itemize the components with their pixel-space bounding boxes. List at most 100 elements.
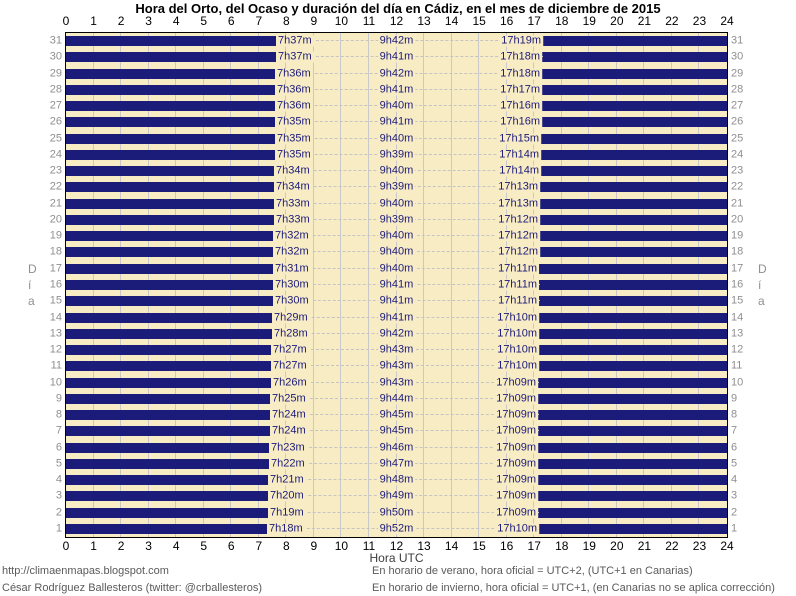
sunset-time-label: 17h11m: [496, 294, 539, 307]
sunrise-time-label: 7h37m: [276, 34, 314, 47]
sunset-time-label: 17h12m: [496, 245, 540, 258]
night-bar-right: [542, 117, 727, 127]
night-bar-right: [539, 264, 727, 274]
day-number-right: 25: [731, 132, 744, 145]
day-duration-label: 9h39m: [377, 148, 416, 161]
hour-gridline: [423, 33, 424, 537]
top-hour-tick-label: 15: [472, 14, 486, 28]
day-number-right: 22: [731, 180, 744, 193]
day-number-right: 31: [731, 34, 744, 47]
top-hour-tick-label: 18: [555, 14, 569, 28]
night-bar-right: [542, 85, 727, 95]
night-bar-left: [66, 443, 269, 453]
night-bar-right: [540, 247, 727, 257]
top-hour-tick-label: 19: [582, 14, 596, 28]
night-bar-left: [66, 231, 273, 241]
sunset-time-label: 17h09m: [494, 441, 538, 454]
night-bar-left: [66, 410, 270, 420]
sunset-time-label: 17h09m: [494, 424, 538, 437]
night-bar-right: [540, 215, 727, 225]
day-number-right: 19: [731, 229, 744, 242]
day-number-right: 16: [731, 278, 744, 291]
day-duration-label: 9h45m: [377, 424, 416, 437]
day-number-left: 31: [49, 34, 62, 47]
y-axis-label-letter: í: [28, 278, 32, 292]
night-bar-right: [542, 101, 727, 111]
day-number-left: 30: [49, 50, 62, 63]
day-number-left: 24: [49, 148, 62, 161]
sunrise-time-label: 7h34m: [274, 180, 312, 193]
night-bar-right: [539, 361, 727, 371]
night-bar-left: [66, 101, 275, 111]
night-bar-right: [538, 475, 727, 485]
top-hour-tick-label: 16: [499, 14, 514, 28]
sunset-time-label: 17h09m: [494, 473, 538, 486]
sunrise-time-label: 7h37m: [276, 50, 314, 63]
day-duration-label: 9h41m: [377, 115, 416, 128]
day-duration-label: 9h44m: [377, 392, 416, 405]
day-duration-label: 9h41m: [377, 50, 416, 63]
night-bar-right: [538, 426, 727, 436]
day-duration-label: 9h47m: [377, 457, 416, 470]
day-number-right: 26: [731, 115, 744, 128]
day-number-left: 12: [49, 343, 62, 356]
sunset-time-label: 17h17m: [498, 83, 542, 96]
sunrise-time-label: 7h25m: [270, 392, 308, 405]
day-duration-label: 9h43m: [377, 376, 416, 389]
night-bar-left: [66, 247, 273, 257]
bottom-hour-tick-label: 11: [362, 539, 376, 553]
top-hour-tick-label: 13: [417, 14, 431, 28]
day-number-left: 19: [49, 229, 62, 242]
top-hour-tick-label: 8: [282, 14, 290, 28]
bottom-hour-tick-label: 0: [62, 539, 70, 553]
sunrise-time-label: 7h22m: [269, 457, 307, 470]
top-hour-tick-label: 23: [692, 14, 707, 28]
bottom-hour-tick-label: 7: [255, 539, 263, 553]
day-duration-label: 9h40m: [377, 197, 416, 210]
night-bar-right: [538, 443, 727, 453]
sunrise-time-label: 7h31m: [273, 262, 311, 275]
sunset-time-label: 17h09m: [494, 408, 538, 421]
sunset-time-label: 17h14m: [497, 148, 541, 161]
night-bar-right: [540, 182, 727, 192]
top-hour-tick-label: 4: [172, 14, 180, 28]
bottom-hour-tick-label: 15: [472, 539, 486, 553]
day-duration-label: 9h40m: [377, 229, 416, 242]
sunset-time-label: 17h10m: [495, 359, 539, 372]
sunset-time-label: 17h16m: [498, 99, 542, 112]
sunrise-time-label: 7h28m: [272, 327, 310, 340]
night-bar-right: [539, 280, 727, 290]
hour-gridline: [368, 33, 369, 537]
night-bar-left: [66, 491, 268, 501]
hour-gridline: [340, 33, 341, 537]
sunset-time-label: 17h12m: [496, 213, 540, 226]
night-bar-left: [66, 524, 267, 534]
sunset-time-label: 17h09m: [494, 376, 538, 389]
day-duration-label: 9h42m: [377, 34, 416, 47]
day-number-right: 29: [731, 67, 744, 80]
day-number-left: 25: [49, 132, 62, 145]
footer-author: César Rodríguez Ballesteros (twitter: @c…: [2, 582, 262, 594]
x-axis-label: Hora UTC: [369, 551, 424, 565]
sunset-time-label: 17h10m: [495, 522, 539, 535]
night-bar-right: [538, 491, 727, 501]
day-number-right: 24: [731, 148, 744, 161]
bottom-hour-tick-label: 1: [90, 539, 97, 553]
sunset-time-label: 17h19m: [499, 34, 543, 47]
chart-title: Hora del Orto, del Ocaso y duración del …: [135, 1, 661, 16]
day-number-left: 9: [55, 392, 62, 405]
footer-summer-time-note: En horario de verano, hora oficial = UTC…: [372, 565, 693, 577]
night-bar-left: [66, 508, 268, 518]
night-bar-left: [66, 166, 274, 176]
hour-gridline: [478, 33, 479, 537]
sunrise-time-label: 7h29m: [272, 311, 310, 324]
footer-url: http://climaenmapas.blogspot.com: [2, 565, 169, 577]
sunrise-time-label: 7h36m: [275, 67, 313, 80]
day-number-right: 6: [731, 441, 738, 454]
bottom-hour-tick-label: 6: [227, 539, 235, 553]
sunrise-time-label: 7h24m: [270, 424, 308, 437]
day-duration-label: 9h43m: [377, 343, 416, 356]
bottom-hour-tick-label: 3: [145, 539, 152, 553]
day-number-left: 22: [49, 180, 62, 193]
bottom-hour-tick-label: 4: [172, 539, 180, 553]
